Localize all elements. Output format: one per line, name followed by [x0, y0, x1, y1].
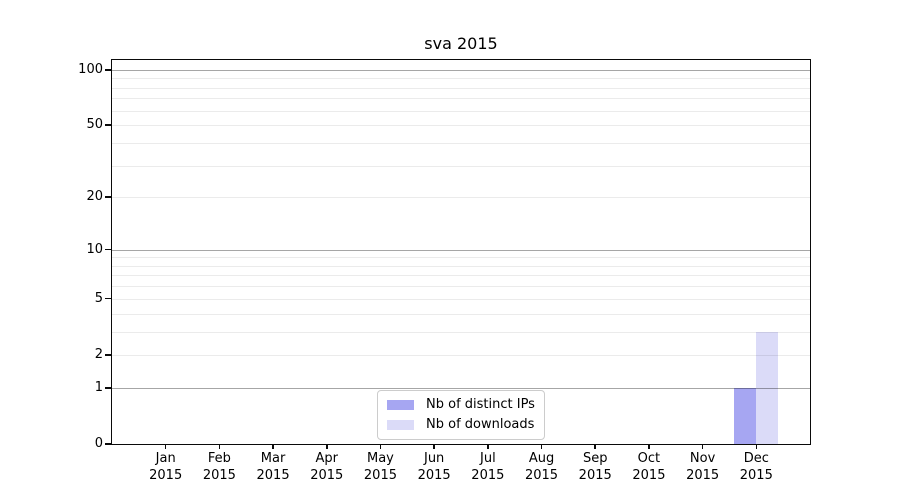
gridline-minor — [112, 110, 810, 112]
x-tick-label-line: Jul — [480, 451, 496, 466]
x-tick-mark — [648, 444, 650, 449]
x-tick-label-line: 2015 — [417, 467, 451, 483]
x-tick-label-line: 2015 — [149, 467, 183, 483]
gridlines-layer — [112, 60, 810, 444]
x-tick-label: Sep 2015 — [555, 451, 635, 484]
legend: Nb of distinct IPs Nb of downloads — [377, 390, 545, 440]
x-tick-label: Dec 2015 — [716, 451, 796, 484]
x-tick-label-line: Jun — [423, 451, 445, 466]
x-tick-label: Mar 2015 — [233, 451, 313, 484]
x-tick-label-line: 2015 — [256, 467, 290, 483]
x-tick-label-line: May — [367, 451, 394, 466]
y-tick-mark — [105, 387, 111, 389]
x-tick-label: Oct 2015 — [609, 451, 689, 484]
x-tick-mark — [379, 444, 382, 449]
x-tick-label: Feb 2015 — [179, 451, 259, 484]
x-tick-label-line: Apr — [315, 451, 339, 466]
gridline-major — [112, 249, 810, 251]
legend-swatch-downloads — [387, 419, 414, 430]
x-tick-mark — [755, 444, 758, 449]
gridline-minor — [112, 165, 810, 167]
x-tick-label-line: 2015 — [739, 467, 773, 483]
gridline-minor — [112, 313, 810, 315]
x-tick-mark — [272, 444, 274, 449]
gridline-minor — [112, 331, 810, 333]
gridline-minor — [112, 78, 810, 80]
x-tick-label: Nov 2015 — [663, 451, 743, 484]
bars-layer — [112, 60, 810, 444]
x-tick-label-line: Mar — [260, 451, 286, 466]
x-tick-label-line: Jan — [155, 451, 176, 466]
chart-title: sva 2015 — [424, 34, 498, 53]
x-tick-label-line: 2015 — [363, 467, 397, 483]
gridline-major — [112, 69, 810, 71]
gridline-minor — [112, 257, 810, 259]
x-tick-label: Jul 2015 — [448, 451, 528, 484]
y-tick-label: 0 — [94, 436, 103, 451]
gridline-minor — [112, 125, 810, 127]
gridline-minor — [112, 286, 810, 288]
legend-item-downloads: Nb of downloads — [387, 417, 535, 432]
x-tick-label-line: 2015 — [524, 467, 559, 483]
x-tick-mark — [594, 444, 596, 449]
gridline-minor — [112, 197, 810, 199]
legend-label-downloads: Nb of downloads — [426, 417, 535, 432]
x-tick-label-line: 2015 — [471, 467, 505, 483]
bar-nb-of-downloads — [756, 331, 779, 444]
y-tick-label: 10 — [86, 241, 103, 257]
x-tick-label-line: Oct — [637, 451, 661, 466]
y-tick-mark — [105, 248, 111, 251]
x-tick-label-line: Sep — [582, 451, 608, 466]
y-tick-label: 20 — [86, 189, 103, 205]
x-tick-mark — [326, 444, 328, 449]
x-tick-label-line: 2015 — [686, 467, 720, 483]
y-tick-label: 2 — [94, 346, 103, 362]
gridline-minor — [112, 265, 810, 267]
x-tick-label-line: Feb — [207, 451, 231, 466]
x-tick-label-line: Nov — [689, 451, 716, 466]
y-tick-mark — [105, 354, 111, 356]
gridline-minor — [112, 298, 810, 300]
x-tick-mark — [540, 444, 543, 449]
y-tick-label: 5 — [94, 290, 103, 306]
gridline-minor — [112, 275, 810, 277]
y-tick-mark — [105, 297, 111, 300]
y-tick-mark — [105, 443, 111, 445]
x-tick-label: Jan 2015 — [126, 451, 206, 484]
gridline-minor — [112, 354, 810, 356]
x-tick-label-line: Aug — [528, 451, 555, 466]
y-tick-label: 1 — [94, 379, 103, 395]
bar-nb-of-distinct-ips — [734, 387, 757, 444]
x-tick-label-line: 2015 — [202, 467, 236, 483]
x-tick-label: Apr 2015 — [287, 451, 367, 484]
legend-item-distinct-ips: Nb of distinct IPs — [387, 397, 535, 412]
legend-label-distinct-ips: Nb of distinct IPs — [426, 397, 535, 412]
y-tick-label: 100 — [78, 61, 103, 77]
x-tick-label-line: 2015 — [310, 467, 344, 483]
legend-swatch-distinct-ips — [387, 399, 414, 410]
x-tick-label-line: 2015 — [632, 467, 666, 483]
x-tick-mark — [433, 444, 435, 449]
x-tick-label: May 2015 — [340, 451, 420, 484]
gridline-major — [112, 387, 810, 389]
y-tick-mark — [105, 124, 111, 126]
x-tick-mark — [218, 444, 221, 449]
x-tick-label: Jun 2015 — [394, 451, 474, 484]
gridline-minor — [112, 98, 810, 100]
x-tick-mark — [701, 444, 704, 449]
gridline-minor — [112, 87, 810, 89]
x-tick-mark — [164, 444, 167, 449]
x-tick-label-line: Dec — [743, 451, 769, 466]
y-tick-mark — [105, 69, 111, 71]
gridline-minor — [112, 142, 810, 144]
x-tick-mark — [487, 444, 489, 449]
plot-area: Nb of distinct IPs Nb of downloads — [112, 60, 810, 444]
x-tick-label: Aug 2015 — [502, 451, 582, 484]
x-tick-label-line: 2015 — [578, 467, 612, 483]
y-tick-mark — [105, 196, 111, 198]
y-tick-label: 50 — [86, 117, 103, 133]
